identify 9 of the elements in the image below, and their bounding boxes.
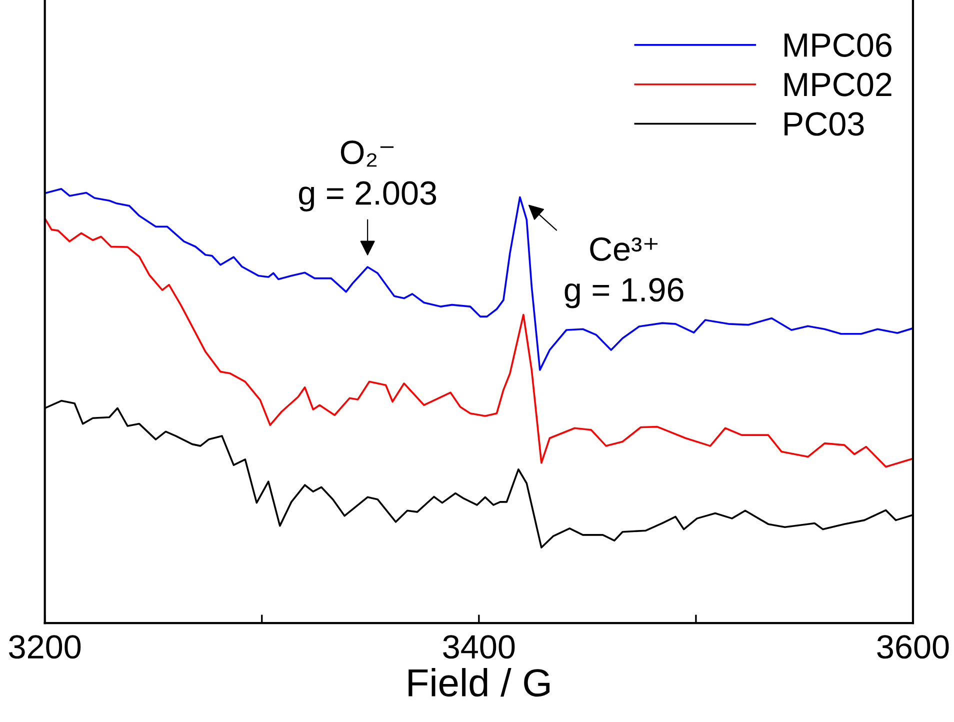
legend-label: MPC06 [784, 33, 892, 57]
annotation: O₂⁻ g = 2.003 [299, 140, 436, 212]
annotation: Ce³⁺ g = 1.96 [564, 237, 684, 308]
x-tick-label: 3200 [9, 635, 81, 659]
x-tick-label: 3400 [443, 635, 515, 659]
x-tick-label: 3600 [877, 635, 949, 659]
x-axis-title: Field / G [408, 668, 550, 697]
legend-label: MPC02 [784, 72, 892, 96]
legend-label: PC03 [784, 112, 864, 136]
